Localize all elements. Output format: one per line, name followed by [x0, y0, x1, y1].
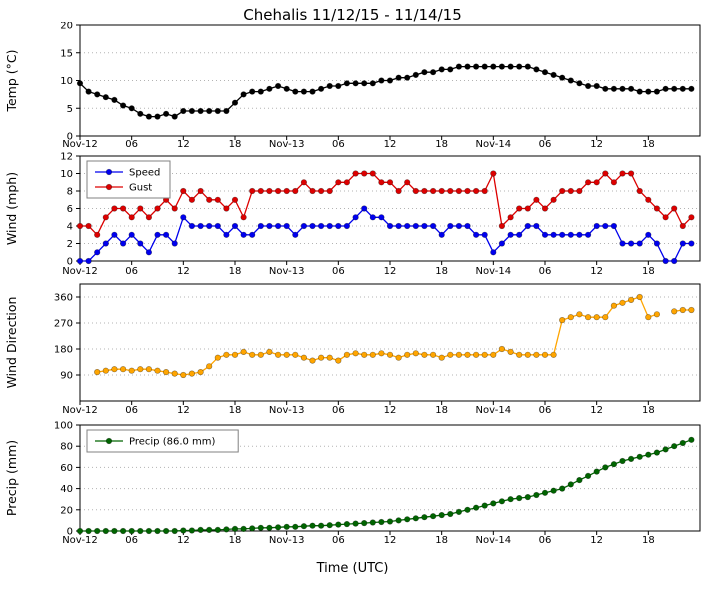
- svg-text:Nov-12: Nov-12: [62, 266, 98, 277]
- svg-text:90: 90: [60, 371, 73, 382]
- svg-text:18: 18: [435, 405, 448, 416]
- svg-text:Precip (86.0 mm): Precip (86.0 mm): [129, 437, 216, 448]
- svg-text:Nov-14: Nov-14: [476, 535, 512, 546]
- svg-text:18: 18: [229, 139, 242, 150]
- svg-text:12: 12: [384, 535, 397, 546]
- svg-text:0: 0: [67, 257, 73, 268]
- svg-text:8: 8: [67, 187, 73, 198]
- svg-text:06: 06: [125, 535, 138, 546]
- svg-text:Nov-14: Nov-14: [476, 405, 512, 416]
- svg-text:12: 12: [590, 266, 603, 277]
- svg-text:10: 10: [60, 76, 73, 87]
- svg-text:18: 18: [642, 405, 655, 416]
- chart-title: Chehalis 11/12/15 - 11/14/15: [243, 6, 462, 24]
- svg-text:12: 12: [177, 139, 190, 150]
- svg-text:Nov-13: Nov-13: [269, 405, 305, 416]
- svg-text:06: 06: [125, 266, 138, 277]
- svg-text:0: 0: [67, 132, 73, 143]
- svg-text:5: 5: [67, 104, 73, 115]
- svg-text:06: 06: [332, 405, 345, 416]
- svg-text:18: 18: [435, 535, 448, 546]
- svg-text:06: 06: [125, 405, 138, 416]
- svg-text:18: 18: [229, 405, 242, 416]
- svg-text:Nov-14: Nov-14: [476, 139, 512, 150]
- svg-text:20: 20: [60, 505, 73, 516]
- svg-text:Gust: Gust: [129, 183, 152, 194]
- svg-text:Nov-12: Nov-12: [62, 405, 98, 416]
- svg-text:Nov-12: Nov-12: [62, 535, 98, 546]
- svg-text:18: 18: [642, 535, 655, 546]
- svg-text:18: 18: [229, 535, 242, 546]
- svg-text:12: 12: [177, 405, 190, 416]
- svg-text:Wind Direction: Wind Direction: [4, 297, 19, 389]
- svg-text:12: 12: [590, 535, 603, 546]
- svg-text:12: 12: [384, 266, 397, 277]
- svg-text:06: 06: [539, 266, 552, 277]
- svg-text:06: 06: [539, 139, 552, 150]
- svg-text:Speed: Speed: [129, 168, 160, 179]
- svg-text:Nov-14: Nov-14: [476, 266, 512, 277]
- svg-text:270: 270: [54, 319, 73, 330]
- svg-text:12: 12: [590, 139, 603, 150]
- svg-text:100: 100: [54, 421, 73, 432]
- svg-text:360: 360: [54, 293, 73, 304]
- svg-text:18: 18: [642, 139, 655, 150]
- svg-text:Nov-13: Nov-13: [269, 139, 305, 150]
- svg-text:80: 80: [60, 442, 73, 453]
- svg-text:Nov-12: Nov-12: [62, 139, 98, 150]
- svg-text:12: 12: [60, 152, 73, 163]
- svg-text:0: 0: [67, 527, 73, 538]
- svg-text:2: 2: [67, 239, 73, 250]
- svg-text:06: 06: [332, 266, 345, 277]
- svg-text:Temp (°C): Temp (°C): [4, 49, 19, 112]
- svg-text:12: 12: [384, 405, 397, 416]
- svg-text:06: 06: [332, 535, 345, 546]
- svg-text:06: 06: [332, 139, 345, 150]
- svg-text:20: 20: [60, 22, 73, 32]
- svg-text:12: 12: [590, 405, 603, 416]
- svg-text:10: 10: [60, 169, 73, 180]
- svg-text:18: 18: [642, 266, 655, 277]
- svg-text:6: 6: [67, 204, 73, 215]
- svg-text:12: 12: [177, 266, 190, 277]
- svg-text:06: 06: [539, 405, 552, 416]
- svg-text:06: 06: [125, 139, 138, 150]
- svg-text:Precip (mm): Precip (mm): [4, 440, 19, 516]
- svg-text:06: 06: [539, 535, 552, 546]
- x-axis-title: Time (UTC): [316, 561, 389, 576]
- svg-text:Nov-13: Nov-13: [269, 535, 305, 546]
- svg-text:18: 18: [435, 139, 448, 150]
- svg-text:4: 4: [67, 222, 73, 233]
- svg-text:Nov-13: Nov-13: [269, 266, 305, 277]
- svg-text:15: 15: [60, 48, 73, 59]
- svg-text:180: 180: [54, 345, 73, 356]
- svg-text:40: 40: [60, 484, 73, 495]
- svg-text:12: 12: [384, 139, 397, 150]
- svg-text:18: 18: [435, 266, 448, 277]
- svg-text:18: 18: [229, 266, 242, 277]
- svg-text:60: 60: [60, 463, 73, 474]
- svg-text:12: 12: [177, 535, 190, 546]
- svg-text:Wind (mph): Wind (mph): [4, 172, 19, 245]
